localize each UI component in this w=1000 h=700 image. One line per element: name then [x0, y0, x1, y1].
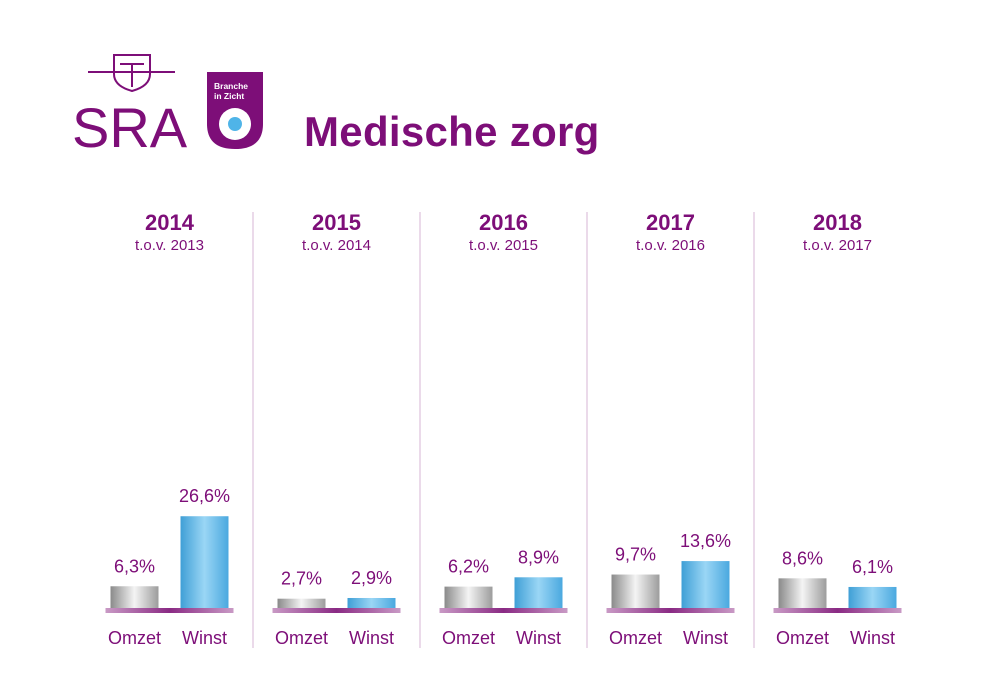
value-label: 26,6% — [179, 486, 230, 506]
branche-in-zicht-badge: Branche in Zicht — [207, 72, 263, 149]
category-label: Winst — [349, 628, 394, 648]
value-label: 8,6% — [782, 548, 823, 568]
category-label: Winst — [683, 628, 728, 648]
bar-base — [439, 608, 568, 613]
omzet-bar — [778, 578, 827, 608]
value-label: 6,3% — [114, 556, 155, 576]
value-label: 13,6% — [680, 531, 731, 551]
sra-wordmark: SRA — [72, 96, 188, 154]
value-label: 2,7% — [281, 569, 322, 589]
category-label: Winst — [850, 628, 895, 648]
bar-base — [773, 608, 902, 613]
category-label: Omzet — [275, 628, 328, 648]
comparison-label: t.o.v. 2015 — [469, 237, 538, 254]
winst-bar — [681, 561, 730, 608]
bar-base — [105, 608, 234, 613]
category-label: Omzet — [442, 628, 495, 648]
winst-bar — [514, 577, 563, 608]
value-label: 8,9% — [518, 547, 559, 567]
shield-emblem-icon — [88, 54, 175, 93]
comparison-label: t.o.v. 2013 — [135, 237, 204, 254]
value-label: 9,7% — [615, 545, 656, 565]
bar-base — [606, 608, 735, 613]
winst-bar — [848, 586, 897, 608]
category-label: Winst — [516, 628, 561, 648]
value-label: 6,2% — [448, 557, 489, 577]
category-label: Omzet — [776, 628, 829, 648]
year-label: 2017 — [646, 210, 695, 235]
sra-logo: SRA Branche in Zicht — [72, 54, 263, 154]
category-label: Winst — [182, 628, 227, 648]
omzet-bar — [444, 586, 493, 608]
year-label: 2016 — [479, 210, 528, 235]
page-title: Medische zorg — [304, 108, 600, 155]
omzet-bar — [110, 586, 159, 608]
comparison-label: t.o.v. 2014 — [302, 237, 371, 254]
omzet-bar — [277, 598, 326, 608]
svg-text:in Zicht: in Zicht — [214, 91, 244, 101]
comparison-label: t.o.v. 2017 — [803, 237, 872, 254]
winst-bar — [347, 597, 396, 608]
year-label: 2015 — [312, 210, 361, 235]
category-label: Omzet — [609, 628, 662, 648]
year-label: 2014 — [145, 210, 195, 235]
omzet-bar — [611, 574, 660, 608]
category-label: Omzet — [108, 628, 161, 648]
svg-text:Branche: Branche — [214, 81, 248, 91]
value-label: 6,1% — [852, 557, 893, 577]
value-label: 2,9% — [351, 568, 392, 588]
bar-base — [272, 608, 401, 613]
winst-bar — [180, 516, 229, 608]
year-label: 2018 — [813, 210, 862, 235]
comparison-label: t.o.v. 2016 — [636, 237, 705, 254]
